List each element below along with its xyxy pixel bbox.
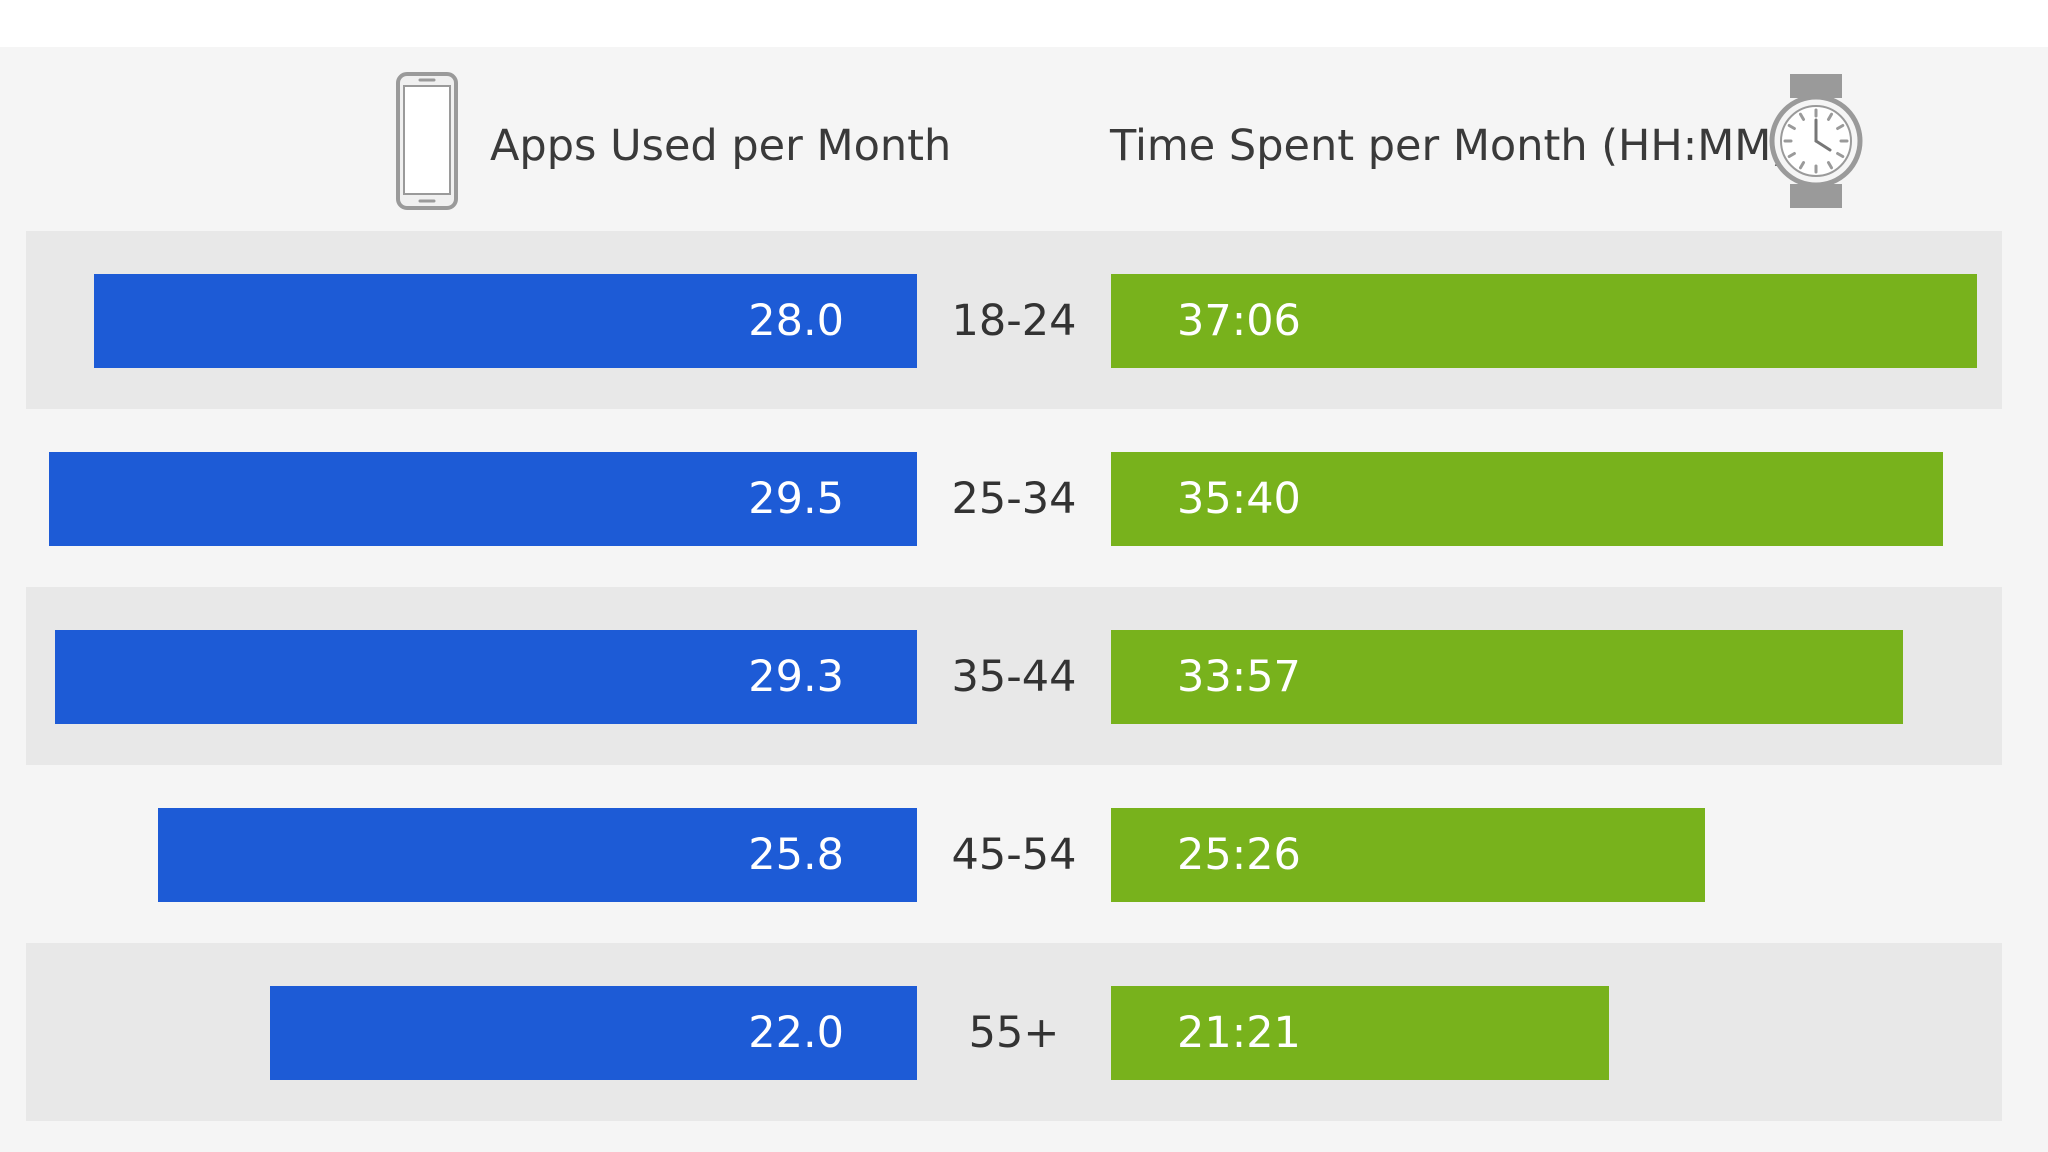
apps-bar: 28.0 [93, 274, 917, 368]
time-bar-value: 35:40 [1177, 474, 1301, 524]
apps-bar-value: 29.5 [748, 474, 844, 524]
apps-bar-value: 29.3 [748, 652, 844, 702]
apps-bar-value: 28.0 [748, 296, 844, 346]
age-group-label: 45-54 [951, 830, 1077, 880]
apps-bar: 29.5 [49, 452, 917, 546]
apps-bar: 29.3 [55, 630, 917, 724]
age-group-label: 25-34 [951, 474, 1077, 524]
time-header-label: Time Spent per Month (HH:MM) [1110, 121, 1789, 171]
apps-header-label: Apps Used per Month [490, 121, 952, 171]
age-group-label: 55+ [968, 1008, 1060, 1058]
age-group-label: 18-24 [951, 296, 1077, 346]
wristwatch-icon [1768, 72, 1864, 214]
time-bar-value: 25:26 [1177, 830, 1301, 880]
time-bar: 37:06 [1111, 274, 1977, 368]
time-bar: 21:21 [1111, 986, 1610, 1080]
apps-bar-value: 25.8 [748, 830, 844, 880]
apps-bar: 25.8 [158, 808, 917, 902]
age-group-label: 35-44 [951, 652, 1077, 702]
smartphone-icon [396, 72, 458, 214]
time-bar: 35:40 [1111, 452, 1944, 546]
time-bar-value: 37:06 [1177, 296, 1301, 346]
apps-bar: 22.0 [269, 986, 917, 1080]
time-bar: 25:26 [1111, 808, 1705, 902]
apps-bar-value: 22.0 [748, 1008, 844, 1058]
time-bar-value: 21:21 [1177, 1008, 1301, 1058]
time-bar-value: 33:57 [1177, 652, 1301, 702]
time-bar: 33:57 [1111, 630, 1904, 724]
